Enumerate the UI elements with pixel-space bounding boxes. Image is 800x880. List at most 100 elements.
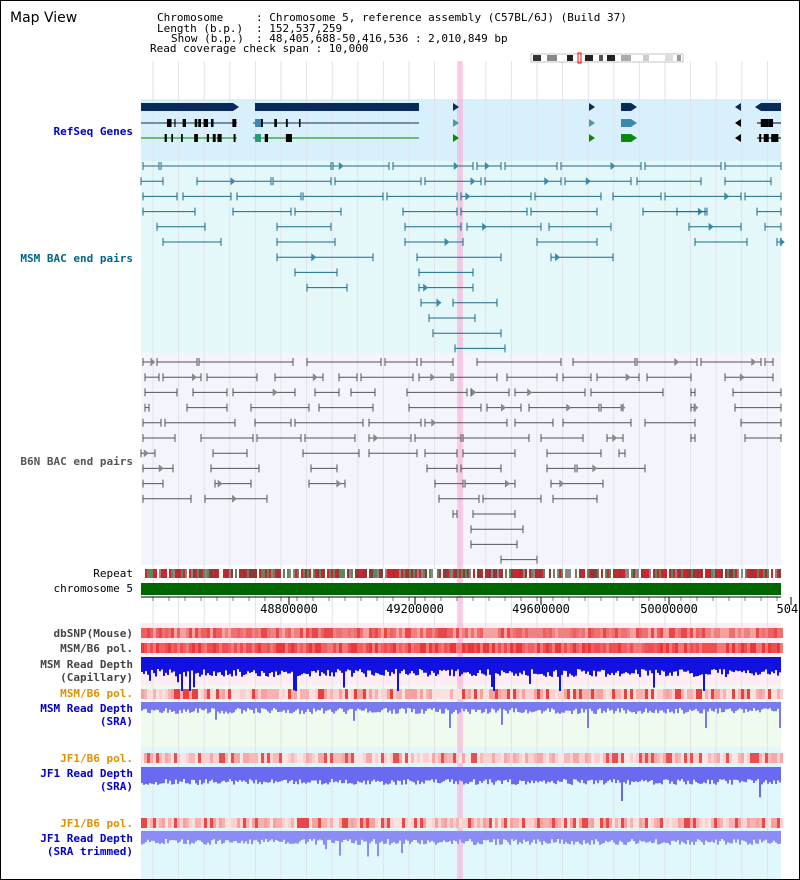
track-label-b6n-bac[interactable]: B6N BAC end pairs xyxy=(20,455,133,468)
depth-bar xyxy=(713,702,715,712)
track-label-refseq[interactable]: RefSeq Genes xyxy=(53,125,133,138)
gene-exon xyxy=(169,119,172,127)
heat-cell xyxy=(705,643,708,653)
depth-bar xyxy=(537,702,539,711)
depth-bar xyxy=(389,702,391,711)
depth-bar xyxy=(241,702,243,714)
track-label-jf1-depth-1[interactable]: JF1 Read Depth xyxy=(40,767,133,780)
depth-bar xyxy=(297,657,299,676)
depth-bar xyxy=(269,831,271,841)
track-label-msm-depth-sra-1[interactable]: MSM Read Depth xyxy=(40,702,133,715)
heat-cell xyxy=(699,628,702,638)
heat-cell xyxy=(171,628,174,638)
heat-cell xyxy=(780,643,783,653)
heat-cell xyxy=(741,818,744,828)
repeat-segment xyxy=(661,569,663,578)
depth-bar xyxy=(293,657,295,691)
heat-cell xyxy=(681,753,684,763)
heat-cell xyxy=(615,628,618,638)
heat-cell xyxy=(336,628,339,638)
heat-cell xyxy=(261,689,264,699)
depth-bar xyxy=(591,831,593,841)
heat-cell xyxy=(768,753,771,763)
heat-cell xyxy=(672,643,675,653)
heat-cell xyxy=(597,818,600,828)
heat-cell xyxy=(393,643,396,653)
heat-cell xyxy=(201,753,204,763)
repeat-segment xyxy=(447,569,449,578)
heat-cell xyxy=(645,628,648,638)
depth-bar xyxy=(235,767,237,781)
heat-cell xyxy=(624,689,627,699)
depth-bar xyxy=(295,767,297,782)
heat-cell xyxy=(339,818,342,828)
heat-cell xyxy=(360,643,363,653)
heat-cell xyxy=(522,628,525,638)
depth-bar xyxy=(545,831,547,843)
heat-cell xyxy=(504,689,507,699)
depth-bar xyxy=(259,767,261,783)
depth-bar xyxy=(313,657,315,672)
depth-bar xyxy=(747,702,749,712)
track-label-jf1-b6-pol-2[interactable]: JF1/B6 pol. xyxy=(60,817,133,830)
heat-cell xyxy=(609,818,612,828)
heat-cell xyxy=(567,643,570,653)
track-label-dbsnp[interactable]: dbSNP(Mouse) xyxy=(53,627,133,640)
depth-bar xyxy=(563,831,565,845)
depth-bar xyxy=(599,702,601,709)
heat-cell xyxy=(411,628,414,638)
heat-cell xyxy=(204,628,207,638)
track-label-msm-b6-pol[interactable]: MSM/B6 pol. xyxy=(60,642,133,655)
heat-cell xyxy=(480,753,483,763)
track-label-msm-b6-pol-sra[interactable]: MSM/B6 pol. xyxy=(60,687,133,700)
repeat-segment xyxy=(287,569,289,578)
depth-bar xyxy=(485,702,487,709)
heat-cell xyxy=(159,689,162,699)
gene-exon xyxy=(774,134,778,142)
depth-bar xyxy=(283,657,285,673)
depth-bar xyxy=(463,831,465,844)
depth-bar xyxy=(141,831,143,845)
heat-cell xyxy=(627,689,630,699)
depth-bar xyxy=(397,702,399,714)
repeat-segment xyxy=(279,569,281,578)
repeat-segment xyxy=(585,569,587,578)
bac-end-marker xyxy=(232,494,238,503)
heat-cell xyxy=(168,643,171,653)
track-label-msm-depth-cap-1[interactable]: MSM Read Depth xyxy=(40,658,133,671)
depth-bar xyxy=(271,657,273,673)
heat-cell xyxy=(594,689,597,699)
depth-bar xyxy=(485,767,487,780)
heat-cell xyxy=(690,628,693,638)
depth-bar xyxy=(275,767,277,782)
depth-bar xyxy=(341,831,343,843)
heat-cell xyxy=(474,753,477,763)
depth-bar xyxy=(277,767,279,783)
heat-cell xyxy=(672,818,675,828)
depth-bar xyxy=(569,657,571,674)
depth-bar xyxy=(333,831,335,844)
depth-bar xyxy=(615,657,617,673)
gene-exon xyxy=(288,134,292,142)
heat-cell xyxy=(480,628,483,638)
depth-bar xyxy=(513,702,515,713)
depth-bar xyxy=(545,702,547,711)
depth-bar xyxy=(645,767,647,781)
depth-bar xyxy=(385,702,387,709)
depth-bar xyxy=(761,657,763,672)
depth-bar xyxy=(735,702,737,712)
repeat-segment xyxy=(685,569,687,578)
repeat-segment xyxy=(705,569,707,578)
heat-cell xyxy=(612,643,615,653)
gene-bar xyxy=(761,103,781,111)
track-label-msm-bac[interactable]: MSM BAC end pairs xyxy=(20,252,133,265)
depth-bar xyxy=(451,702,453,714)
depth-bar xyxy=(203,831,205,845)
track-label-jf1-depth-trim-1[interactable]: JF1 Read Depth xyxy=(40,832,133,845)
heat-cell xyxy=(243,689,246,699)
depth-bar xyxy=(663,831,665,843)
heat-cell xyxy=(339,643,342,653)
track-label-jf1-b6-pol[interactable]: JF1/B6 pol. xyxy=(60,752,133,765)
depth-bar xyxy=(233,831,235,842)
